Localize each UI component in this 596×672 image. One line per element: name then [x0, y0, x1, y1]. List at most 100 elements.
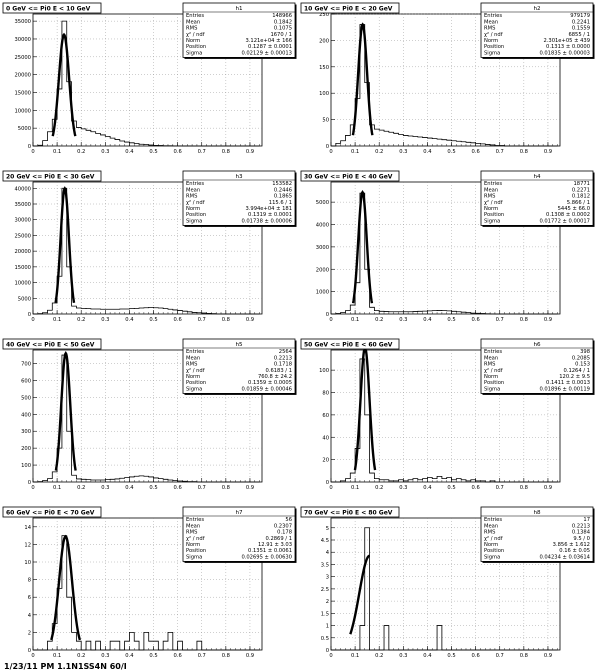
y-tick-label: 0 [28, 144, 31, 150]
gaussian-fit-curve [54, 186, 76, 304]
stats-value: 0.04234 ± 0.03614 [539, 554, 590, 560]
stats-label: Mean [484, 355, 498, 361]
y-tick-label: 20000 [14, 73, 31, 79]
stats-value: 3.121e+04 ± 166 [245, 38, 292, 44]
stats-value: 2.301e+05 ± 439 [543, 38, 590, 44]
y-tick-label: 300 [21, 429, 31, 435]
stats-label: Mean [186, 187, 200, 193]
stats-value: 0.1812 [572, 194, 590, 200]
histogram-title: 20 GeV <= Pi0 E < 30 GeV [6, 173, 95, 180]
x-tick-label: 0.6 [174, 653, 182, 659]
x-tick-label: 0.8 [520, 317, 528, 323]
stats-label: Norm [186, 374, 200, 380]
y-tick-label: 1 [326, 624, 329, 630]
x-tick-label: 0.9 [246, 653, 254, 659]
y-tick-label: 1000 [316, 290, 329, 296]
stats-value: 18771 [573, 181, 590, 187]
stats-value: 0.2241 [572, 19, 590, 25]
stats-value: 2564 [279, 349, 293, 355]
histogram-svg: 0 5000 10000 15000 20000 25000 30000 35000 40000… [2, 170, 297, 323]
x-tick-label: 0.2 [77, 485, 85, 491]
x-tick-label: 0.6 [472, 317, 480, 323]
x-tick-label: 0.5 [447, 149, 455, 155]
stats-label: Norm [484, 374, 498, 380]
y-tick-label: 2.5 [321, 587, 329, 593]
stats-hist-name: h1 [235, 6, 243, 12]
stats-value: 56 [285, 517, 292, 523]
x-tick-label: 0.2 [375, 149, 383, 155]
histogram-title: 70 GeV <= Pi0 E < 80 GeV [304, 509, 393, 516]
stats-value: 0.1319 ± 0.0001 [248, 212, 292, 218]
histogram-outline [331, 358, 558, 483]
histogram-title-box [300, 506, 400, 518]
stats-label: Position [484, 212, 504, 218]
y-tick-label: 8 [28, 578, 31, 584]
x-tick-label: 0.7 [198, 149, 206, 155]
histogram-title-box [2, 2, 102, 14]
stats-value: 0.153 [575, 362, 590, 368]
stats-label: RMS [186, 530, 197, 536]
y-tick-label: 150 [319, 65, 329, 71]
x-tick-label: 0.8 [520, 149, 528, 155]
stats-value: 0.01835 ± 0.00003 [539, 50, 590, 56]
histogram-title-box [2, 338, 102, 350]
x-tick-label: 0.8 [222, 485, 230, 491]
x-tick-label: 0.4 [423, 317, 432, 323]
x-tick-label: 0 [329, 485, 332, 491]
stats-label: Position [186, 548, 206, 554]
stats-label: Norm [186, 542, 200, 548]
stats-label: Sigma [186, 50, 202, 56]
stats-value: 17 [583, 517, 590, 523]
x-tick-label: 0.8 [520, 485, 528, 491]
x-tick-label: 0.7 [198, 317, 206, 323]
x-tick-label: 0.7 [496, 317, 504, 323]
stats-value: 0.02129 ± 0.00013 [241, 50, 292, 56]
y-tick-label: 400 [21, 412, 31, 418]
y-tick-label: 0 [326, 144, 329, 150]
histogram-pad-h7: 0 2 4 6 8 10 12 14 0 0.1 0.2 0.3 0.4 0.5 0.6 0.7 0.8 0.9 6… [0, 504, 298, 672]
x-tick-label: 0.6 [472, 149, 480, 155]
stats-label: RMS [484, 194, 495, 200]
histogram-svg: 0 20 40 60 80 100 0 0.1 0.2 0.3 0.4 0.5 0.6 0.7 0.8 0.9… [300, 338, 595, 491]
stats-value: 3.994e+04 ± 181 [245, 206, 292, 212]
stats-hist-name: h3 [235, 174, 243, 180]
y-tick-label: 3000 [316, 245, 329, 251]
x-tick-label: 0.1 [53, 149, 61, 155]
y-tick-label: 0 [326, 312, 329, 318]
x-tick-label: 0.9 [544, 485, 552, 491]
y-tick-label: 0.5 [321, 636, 329, 642]
stats-value: 3.856 ± 1.612 [553, 542, 590, 548]
x-tick-label: 0.2 [375, 653, 383, 659]
stats-value: 1670 / 1 [270, 32, 292, 38]
stats-label: Norm [186, 206, 200, 212]
y-tick-label: 3.5 [321, 562, 329, 568]
stats-value: 0.01772 ± 0.00017 [539, 218, 590, 224]
x-tick-label: 0.4 [423, 149, 432, 155]
x-tick-label: 0.2 [375, 317, 383, 323]
stats-label: Sigma [484, 554, 500, 560]
stats-value: 0.2271 [572, 187, 590, 193]
stats-value: 148966 [272, 13, 292, 19]
stats-value: 12.91 ± 3.03 [258, 542, 292, 548]
stats-label: Entries [186, 349, 204, 355]
stats-label: Sigma [186, 554, 202, 560]
stats-value: 0.1075 [274, 26, 292, 32]
x-tick-label: 0.5 [149, 485, 157, 491]
stats-value: 0.2085 [572, 355, 590, 361]
x-tick-label: 0.6 [174, 149, 182, 155]
y-tick-label: 50 [322, 118, 329, 124]
stats-value: 0.02695 ± 0.00630 [241, 554, 292, 560]
y-tick-label: 5000 [316, 200, 329, 206]
x-tick-label: 0.6 [174, 317, 182, 323]
x-tick-label: 0.4 [423, 653, 432, 659]
y-tick-label: 700 [21, 362, 31, 368]
x-tick-label: 0.9 [246, 485, 254, 491]
histogram-pad-h1: 0 5000 10000 15000 20000 25000 30000 35000 0 0.1 0… [0, 0, 298, 168]
x-tick-label: 0 [329, 149, 332, 155]
histogram-svg: 0 2 4 6 8 10 12 14 0 0.1 0.2 0.3 0.4 0.5 0.6 0.7 0.8 0.9 6… [2, 506, 297, 659]
stats-value: 5.866 / 1 [567, 200, 590, 206]
histogram-svg: 0 1000 2000 3000 4000 5000 0 0.1 0.2 0.3 0.4 0.5 0.6… [300, 170, 595, 323]
x-tick-label: 0.7 [198, 485, 206, 491]
stats-value: 5445 ± 66.0 [558, 206, 590, 212]
y-tick-label: 4 [326, 550, 330, 556]
